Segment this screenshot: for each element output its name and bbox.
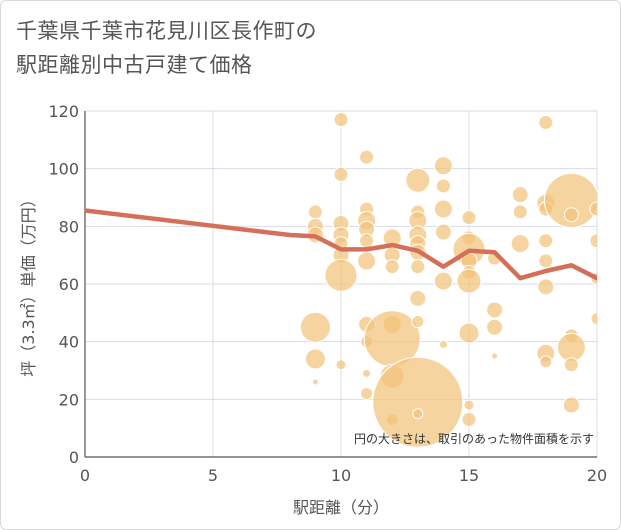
- y-tick-label: 120: [48, 102, 79, 121]
- chart-title: 千葉県千葉市花見川区長作町の 駅距離別中古戸建て価格: [16, 14, 317, 82]
- bubble-point: [333, 112, 349, 128]
- bubble-point: [538, 233, 554, 249]
- y-tick-label: 20: [59, 390, 79, 409]
- bubble-point: [486, 318, 504, 336]
- x-tick-label: 10: [331, 466, 351, 485]
- y-tick-label: 100: [48, 160, 79, 179]
- bubble-point: [589, 201, 597, 217]
- bubble-point: [299, 311, 331, 343]
- bubble-point: [463, 399, 475, 411]
- bubble-point: [307, 204, 323, 220]
- bubble-point: [333, 166, 349, 182]
- bubble-point: [435, 178, 451, 194]
- bubble-point: [510, 234, 530, 254]
- x-tick-label: 5: [208, 466, 218, 485]
- trend-layer: [85, 208, 597, 281]
- bubble-point: [590, 312, 597, 326]
- y-tick-label: 60: [59, 275, 79, 294]
- bubble-point: [538, 115, 554, 131]
- bubble-point: [511, 186, 529, 204]
- x-axis-label: 駅距離（分）: [293, 498, 389, 517]
- bubble-point: [562, 396, 580, 414]
- x-tick-label: 15: [459, 466, 479, 485]
- bubble-point: [433, 199, 453, 219]
- bubble-point: [405, 167, 431, 193]
- bubble-point: [438, 340, 448, 350]
- y-tick-label: 80: [59, 217, 79, 236]
- bubble-point: [543, 172, 597, 228]
- size-note: 円の大きさは、取引のあった物件面積を示す: [354, 431, 594, 446]
- bubble-point: [556, 332, 586, 362]
- bubble-point: [433, 156, 453, 176]
- trend-line: [85, 208, 597, 281]
- bubble-point: [410, 259, 426, 275]
- bubble-point: [433, 271, 453, 291]
- bubble-point: [589, 233, 597, 249]
- bubble-point: [357, 251, 377, 271]
- bubble-point: [537, 278, 555, 296]
- bubble-point: [362, 368, 372, 378]
- bubble-point: [359, 233, 375, 249]
- bubble-point: [539, 355, 553, 369]
- bubble-point: [491, 352, 499, 360]
- bubble-point: [456, 268, 482, 294]
- tick-layer: 0 5 10 15 20 0 20 40 60 80 100 120: [48, 102, 607, 485]
- bubble-point: [372, 356, 464, 448]
- y-tick-label: 0: [69, 448, 79, 467]
- x-tick-label: 20: [587, 466, 607, 485]
- y-axis-label: 坪（3.3㎡）単価（万円）: [19, 191, 38, 376]
- bubble-point: [304, 348, 326, 370]
- bubble-layer: [299, 112, 597, 448]
- bubble-point: [563, 357, 579, 373]
- bubble-point: [512, 204, 528, 220]
- chart-title-line1: 千葉県千葉市花見川区長作町の: [16, 19, 317, 43]
- bubble-point: [563, 207, 579, 223]
- bubble-point: [538, 253, 554, 269]
- bubble-point: [486, 301, 504, 319]
- chart-title-line2: 駅距離別中古戸建て価格: [16, 53, 253, 77]
- y-tick-label: 40: [59, 333, 79, 352]
- bubble-point: [434, 223, 452, 241]
- x-tick-label: 0: [80, 466, 90, 485]
- bubble-point: [461, 210, 477, 226]
- bubble-point: [384, 259, 400, 275]
- bubble-point: [324, 258, 358, 292]
- bubble-point: [411, 314, 425, 328]
- bubble-point: [409, 289, 427, 307]
- bubble-point: [359, 149, 375, 165]
- bubble-point: [311, 378, 319, 386]
- bubble-point: [335, 359, 347, 371]
- bubble-point: [461, 412, 477, 428]
- bubble-point: [360, 387, 374, 401]
- bubble-point: [412, 408, 424, 420]
- bubble-point: [458, 322, 480, 344]
